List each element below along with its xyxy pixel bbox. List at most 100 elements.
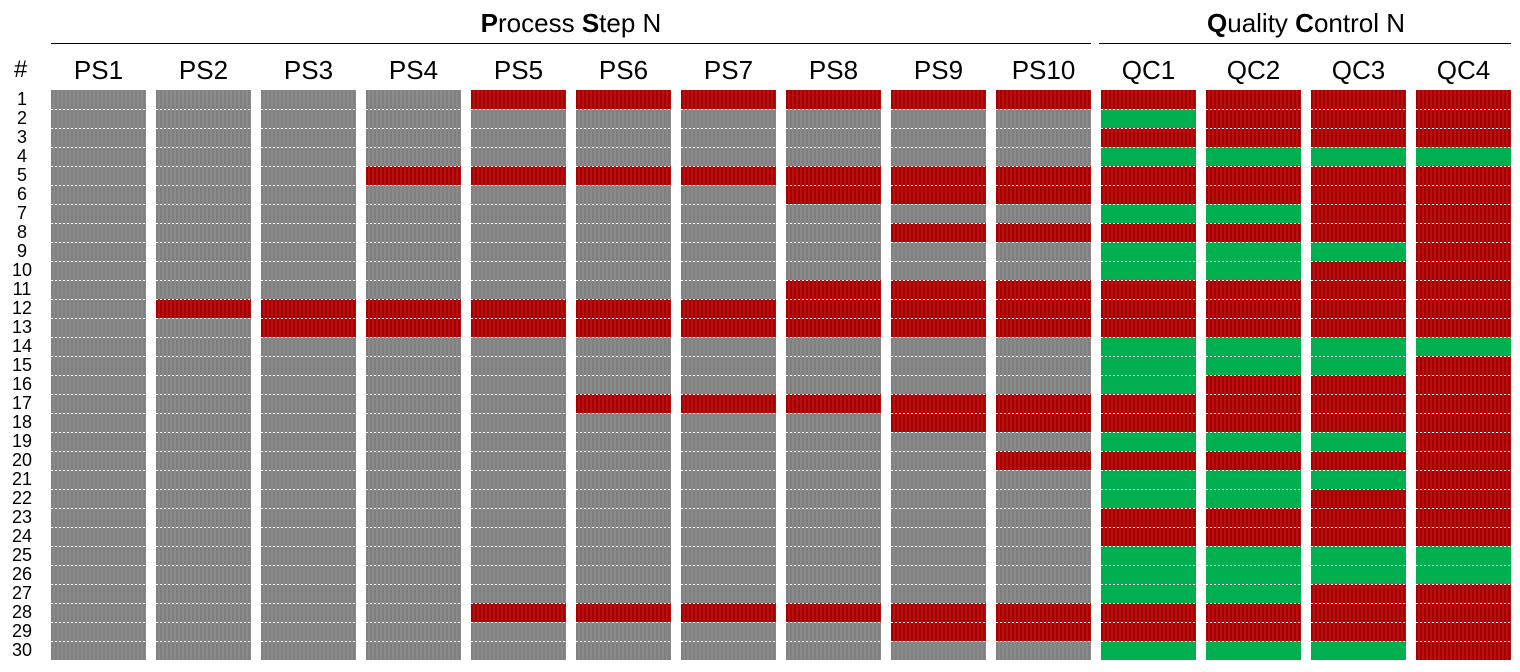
row-separator bbox=[471, 394, 566, 395]
row-separator bbox=[261, 261, 356, 262]
cell-qc3-row-29-red bbox=[1311, 622, 1406, 641]
cell-ps10-row-2-gray bbox=[996, 109, 1091, 128]
cell-ps9-row-28-red bbox=[891, 603, 986, 622]
row-separator bbox=[261, 508, 356, 509]
cell-ps3-row-23-gray bbox=[261, 508, 356, 527]
row-label-13: 13 bbox=[11, 317, 33, 337]
row-separator bbox=[366, 242, 461, 243]
row-separator bbox=[471, 413, 566, 414]
row-separator bbox=[996, 337, 1091, 338]
cell-ps4-row-10-gray bbox=[366, 261, 461, 280]
row-separator bbox=[1101, 470, 1196, 471]
row-label-20: 20 bbox=[11, 450, 33, 470]
cell-ps1-row-4-gray bbox=[51, 147, 146, 166]
row-separator bbox=[1416, 242, 1511, 243]
row-separator bbox=[786, 261, 881, 262]
row-separator bbox=[156, 147, 251, 148]
row-separator bbox=[681, 641, 776, 642]
row-separator bbox=[1206, 223, 1301, 224]
row-separator bbox=[681, 489, 776, 490]
cell-qc3-row-24-red bbox=[1311, 527, 1406, 546]
cell-qc1-row-1-red bbox=[1101, 90, 1196, 109]
row-separator bbox=[51, 489, 146, 490]
process-step-group-title: Process Step N bbox=[480, 8, 662, 38]
cell-ps9-row-10-gray bbox=[891, 261, 986, 280]
row-separator bbox=[996, 242, 1091, 243]
cell-qc4-row-7-red bbox=[1416, 204, 1511, 223]
cell-ps4-row-16-gray bbox=[366, 375, 461, 394]
row-separator bbox=[996, 147, 1091, 148]
row-separator bbox=[261, 128, 356, 129]
cell-qc1-row-8-red bbox=[1101, 223, 1196, 242]
cell-ps5-row-25-gray bbox=[471, 546, 566, 565]
row-separator bbox=[786, 546, 881, 547]
row-separator bbox=[1206, 603, 1301, 604]
row-separator bbox=[1416, 109, 1511, 110]
row-separator bbox=[1206, 546, 1301, 547]
cell-ps5-row-20-gray bbox=[471, 451, 566, 470]
cell-ps10-row-1-red bbox=[996, 90, 1091, 109]
cell-ps1-row-10-gray bbox=[51, 261, 146, 280]
cell-ps10-row-26-gray bbox=[996, 565, 1091, 584]
cell-qc4-row-26-green bbox=[1416, 565, 1511, 584]
cell-ps10-row-19-gray bbox=[996, 432, 1091, 451]
row-separator bbox=[471, 223, 566, 224]
cell-ps3-row-20-gray bbox=[261, 451, 356, 470]
row-separator bbox=[1101, 432, 1196, 433]
cell-ps1-row-9-gray bbox=[51, 242, 146, 261]
row-separator bbox=[996, 394, 1091, 395]
row-label-9: 9 bbox=[16, 241, 27, 261]
cell-ps4-row-4-gray bbox=[366, 147, 461, 166]
row-separator bbox=[576, 356, 671, 357]
row-separator bbox=[51, 242, 146, 243]
cell-ps8-row-11-red bbox=[786, 280, 881, 299]
cell-ps1-row-18-gray bbox=[51, 413, 146, 432]
row-separator bbox=[471, 527, 566, 528]
row-separator bbox=[576, 489, 671, 490]
row-separator bbox=[996, 470, 1091, 471]
cell-ps6-row-6-gray bbox=[576, 185, 671, 204]
cell-ps5-row-3-gray bbox=[471, 128, 566, 147]
cell-qc2-row-20-red bbox=[1206, 451, 1301, 470]
cell-ps8-row-30-gray bbox=[786, 641, 881, 660]
row-separator bbox=[1206, 375, 1301, 376]
row-separator bbox=[1416, 451, 1511, 452]
row-separator bbox=[1311, 147, 1406, 148]
cell-ps3-row-13-red bbox=[261, 318, 356, 337]
cell-ps3-row-30-gray bbox=[261, 641, 356, 660]
row-separator bbox=[1311, 204, 1406, 205]
row-separator bbox=[786, 451, 881, 452]
cell-ps9-row-9-gray bbox=[891, 242, 986, 261]
cell-ps2-row-21-gray bbox=[156, 470, 251, 489]
cell-ps8-row-8-gray bbox=[786, 223, 881, 242]
row-separator bbox=[891, 375, 986, 376]
row-separator bbox=[1206, 109, 1301, 110]
row-separator bbox=[261, 204, 356, 205]
row-separator bbox=[366, 223, 461, 224]
row-separator bbox=[471, 489, 566, 490]
cell-ps8-row-25-gray bbox=[786, 546, 881, 565]
cell-ps8-row-20-gray bbox=[786, 451, 881, 470]
cell-qc4-row-22-red bbox=[1416, 489, 1511, 508]
cell-ps2-row-5-gray bbox=[156, 166, 251, 185]
row-separator bbox=[471, 185, 566, 186]
row-separator bbox=[1101, 204, 1196, 205]
cell-ps8-row-28-red bbox=[786, 603, 881, 622]
column-header-qc2: QC2 bbox=[1226, 55, 1281, 85]
row-separator bbox=[366, 489, 461, 490]
row-separator bbox=[51, 603, 146, 604]
cell-ps7-row-29-gray bbox=[681, 622, 776, 641]
row-separator bbox=[471, 375, 566, 376]
row-separator bbox=[786, 641, 881, 642]
cell-ps1-row-30-gray bbox=[51, 641, 146, 660]
row-separator bbox=[1416, 147, 1511, 148]
cell-ps10-row-21-gray bbox=[996, 470, 1091, 489]
row-separator bbox=[1311, 242, 1406, 243]
row-separator bbox=[471, 356, 566, 357]
row-separator bbox=[1101, 147, 1196, 148]
row-separator bbox=[261, 375, 356, 376]
cell-ps3-row-16-gray bbox=[261, 375, 356, 394]
row-separator bbox=[471, 128, 566, 129]
cell-ps2-row-4-gray bbox=[156, 147, 251, 166]
cell-ps9-row-15-gray bbox=[891, 356, 986, 375]
